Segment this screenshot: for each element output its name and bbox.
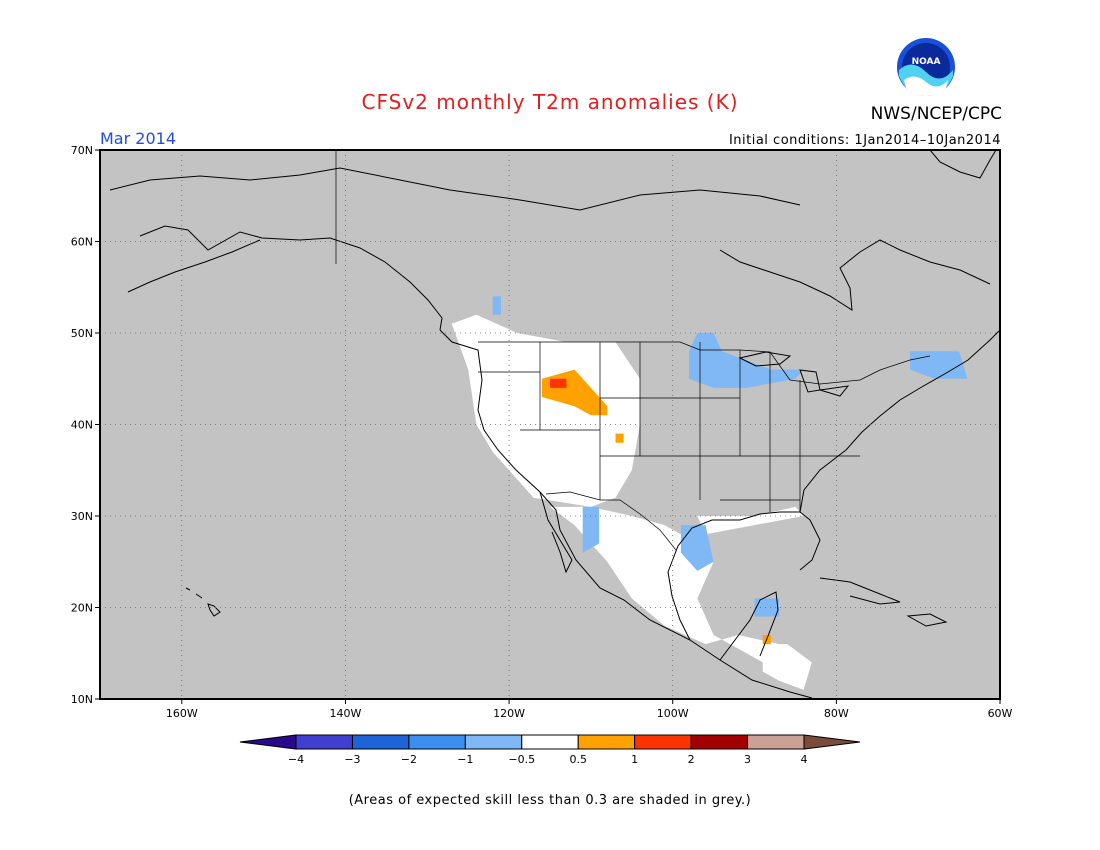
- colorbar-label: 3: [744, 753, 751, 766]
- gulf-coastline: [667, 511, 821, 641]
- east-coastline: [799, 329, 1000, 513]
- lat-tick-label: 30N: [71, 510, 93, 523]
- anomaly-region-baja-cool: [582, 506, 600, 553]
- map-plot-area: 70N 60N 50N 40N 30N 20N 10N 160W 140W 120W 100W 80W…: [71, 144, 1013, 720]
- colorbar-swatch: [351, 734, 410, 750]
- anomaly-region-yucatan-cool: [754, 598, 780, 617]
- greenland-coastline: [929, 150, 997, 179]
- anomaly-region-idaho-hot: [550, 378, 567, 388]
- yucatan-coastline: [719, 591, 779, 661]
- colorbar-label: −2: [401, 753, 417, 766]
- skill-footnote: (Areas of expected skill less than 0.3 a…: [348, 793, 752, 808]
- graticule: [100, 150, 1000, 699]
- lon-tick-label: 100W: [657, 707, 689, 720]
- lon-tick-label: 140W: [330, 707, 362, 720]
- forecast-month: Mar 2014: [100, 129, 176, 148]
- colorbar-swatch: [521, 734, 579, 750]
- lat-tick-label: 60N: [71, 236, 93, 249]
- colorbar-swatch: [464, 734, 523, 750]
- great-lakes: [738, 351, 850, 397]
- colorbar-label: 0.5: [569, 753, 587, 766]
- hudson-bay-coastline: [719, 239, 991, 311]
- colorbar-label: −1: [457, 753, 473, 766]
- colorbar-label: 2: [688, 753, 695, 766]
- colorbar-label: 4: [801, 753, 808, 766]
- colorbar-swatch: [295, 734, 353, 750]
- west-coastline: [439, 329, 813, 699]
- anomaly-region-great-lakes-cool: [689, 333, 804, 388]
- lat-tick-label: 10N: [71, 693, 93, 706]
- colorbar-swatch: [577, 734, 636, 750]
- colorbar-swatch: [747, 734, 805, 750]
- alaska-coastline: [139, 225, 443, 331]
- lat-tick-label: 50N: [71, 327, 93, 340]
- coastlines: [109, 150, 1000, 699]
- anomaly-region-colorado-warm: [615, 433, 624, 443]
- chart-title: CFSv2 monthly T2m anomalies (K): [361, 90, 739, 114]
- colorbar-swatch: [634, 734, 692, 750]
- arctic-coastline: [109, 167, 801, 211]
- us-mexico-border: [545, 491, 677, 551]
- axis-ticks: 70N 60N 50N 40N 30N 20N 10N 160W 140W 120W 100W 80W…: [71, 144, 1013, 720]
- lon-tick-label: 80W: [824, 707, 849, 720]
- colorbar-label: −4: [288, 753, 304, 766]
- anomaly-region-mexico: [550, 506, 804, 681]
- anomaly-region-texas-cool: [680, 525, 714, 571]
- colorbar-arrow-left: [239, 734, 297, 750]
- hawaii-islands: [185, 587, 221, 617]
- noaa-logo-text: NOAA: [912, 57, 941, 67]
- lat-tick-label: 20N: [71, 602, 93, 615]
- colorbar-legend: −4 −3 −2 −1 −0.5 0.5 1 2 3 4: [239, 734, 861, 766]
- hispaniola-coastline: [906, 613, 948, 627]
- colorbar-label: −3: [344, 753, 360, 766]
- colorbar-label: 1: [631, 753, 638, 766]
- colorbar-swatch: [690, 734, 749, 750]
- anomaly-region-gulf-coast: [697, 506, 804, 535]
- lon-tick-label: 120W: [493, 707, 525, 720]
- noaa-logo-icon: NOAA: [897, 38, 955, 96]
- colorbar-label: −0.5: [508, 753, 535, 766]
- cuba-coastline: [819, 577, 901, 605]
- anomaly-region-bc-cool: [492, 296, 501, 315]
- anomaly-region-central-america-east: [762, 644, 812, 690]
- alaska-peninsula: [127, 239, 261, 293]
- anomaly-regions: [451, 296, 968, 690]
- lat-tick-label: 70N: [71, 144, 93, 157]
- lon-tick-label: 60W: [988, 707, 1013, 720]
- colorbar-swatch: [408, 734, 466, 750]
- agency-label: NWS/NCEP/CPC: [870, 104, 1002, 124]
- political-boundaries: [335, 150, 931, 551]
- initial-conditions: Initial conditions: 1Jan2014–10Jan2014: [728, 133, 1001, 148]
- us-state-lines: [478, 342, 860, 512]
- lat-tick-label: 40N: [71, 419, 93, 432]
- baja-coastline: [539, 491, 573, 574]
- anomaly-region-quebec-cool: [910, 351, 968, 379]
- anomaly-region-pacific-northwest: [451, 314, 640, 507]
- colorbar-arrow-right: [803, 734, 861, 750]
- lon-tick-label: 160W: [166, 707, 198, 720]
